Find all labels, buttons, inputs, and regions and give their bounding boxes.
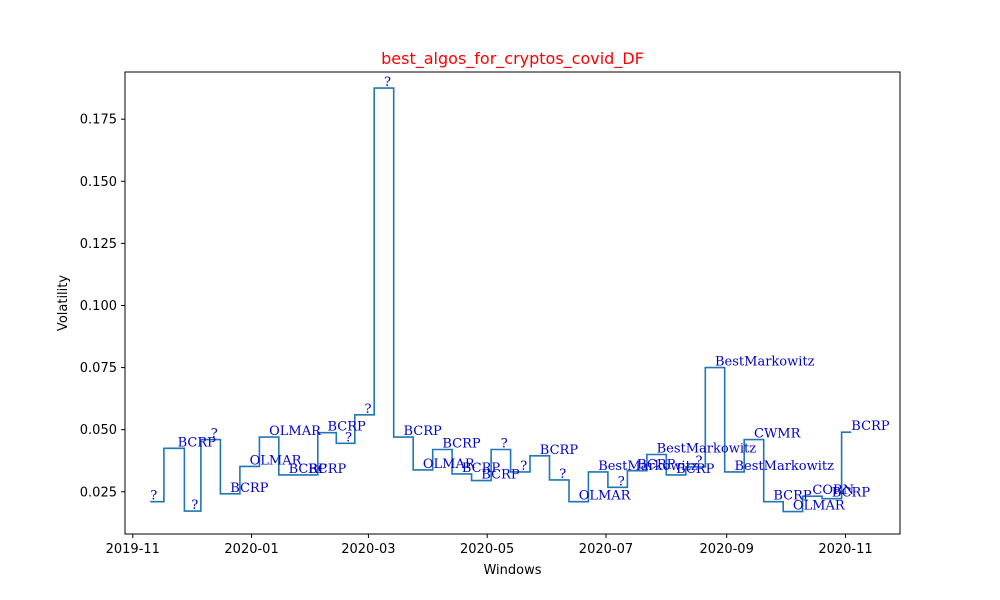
y-tick-label: 0.025 (80, 485, 117, 500)
point-annotation: OLMAR (423, 457, 476, 472)
x-tick-label: 2019-11 (106, 542, 160, 557)
point-annotation: BCRP (308, 462, 347, 477)
point-annotation: BCRP (404, 424, 443, 439)
point-annotation: ? (696, 454, 703, 469)
point-annotation: OLMAR (269, 424, 322, 439)
point-annotation: BCRP (851, 419, 890, 434)
point-annotation: BCRP (773, 489, 812, 504)
x-axis-label: Windows (483, 563, 541, 578)
chart-title: best_algos_for_cryptos_covid_DF (381, 49, 644, 69)
point-annotation: ? (618, 474, 625, 489)
point-annotation: BestMarkowitz (657, 442, 757, 457)
y-tick-label: 0.100 (80, 299, 117, 314)
point-annotation: CORN (812, 483, 854, 498)
point-annotation: ? (520, 459, 527, 474)
point-annotation: ? (211, 427, 218, 442)
series-line (150, 87, 852, 513)
point-annotation: ? (150, 489, 157, 504)
point-annotation: BCRP (832, 486, 871, 501)
point-annotation: BCRP (289, 462, 328, 477)
point-annotation: ? (559, 467, 566, 482)
point-annotation: BestMarkowitz (735, 459, 835, 474)
point-annotation: ? (345, 430, 352, 445)
y-tick-label: 0.050 (80, 423, 117, 438)
point-annotation: ? (365, 402, 372, 417)
x-tick-label: 2020-11 (818, 542, 872, 557)
point-annotation: BCRP (481, 468, 520, 483)
y-axis: 0.025 0.050 0.075 0.100 0.125 0.150 0.175 (80, 113, 125, 500)
y-tick-label: 0.150 (80, 175, 117, 190)
y-tick-label: 0.125 (80, 237, 117, 252)
point-annotation: BCRP (540, 443, 579, 458)
point-annotation: CWMR (754, 427, 802, 442)
point-annotation: BCRP (442, 437, 481, 452)
y-tick-label: 0.175 (80, 113, 117, 128)
point-annotation: OLMAR (579, 489, 632, 504)
point-annotation: BestMarkowitz (715, 355, 815, 370)
point-annotation: ? (384, 75, 391, 90)
point-annotation: BCRP (178, 435, 217, 450)
point-annotation: BCRP (462, 461, 501, 476)
plot-area: ?BCRP??BCRPOLMAROLMARBCRPBCRPBCRP???BCRP… (150, 75, 890, 514)
point-annotation: BestMarkowitz (598, 459, 698, 474)
point-annotation: ? (191, 498, 198, 513)
point-annotation: BCRP (637, 458, 676, 473)
y-tick-label: 0.075 (80, 361, 117, 376)
point-annotation: OLMAR (250, 453, 303, 468)
y-axis-label: Volatility (56, 275, 71, 331)
point-annotation: BCRP (676, 462, 715, 477)
point-annotation: ? (501, 437, 508, 452)
point-annotation: OLMAR (793, 499, 846, 514)
x-tick-label: 2020-07 (579, 542, 633, 557)
point-annotation: BCRP (230, 481, 269, 496)
point-annotation: BCRP (328, 420, 367, 435)
axes-frame (124, 71, 901, 535)
x-tick-label: 2020-01 (224, 542, 278, 557)
x-tick-label: 2020-09 (700, 542, 754, 557)
x-tick-label: 2020-05 (460, 542, 514, 557)
x-tick-label: 2020-03 (341, 542, 395, 557)
x-axis: 2019-11 2020-01 2020-03 2020-05 2020-07 2020-… (106, 534, 873, 557)
